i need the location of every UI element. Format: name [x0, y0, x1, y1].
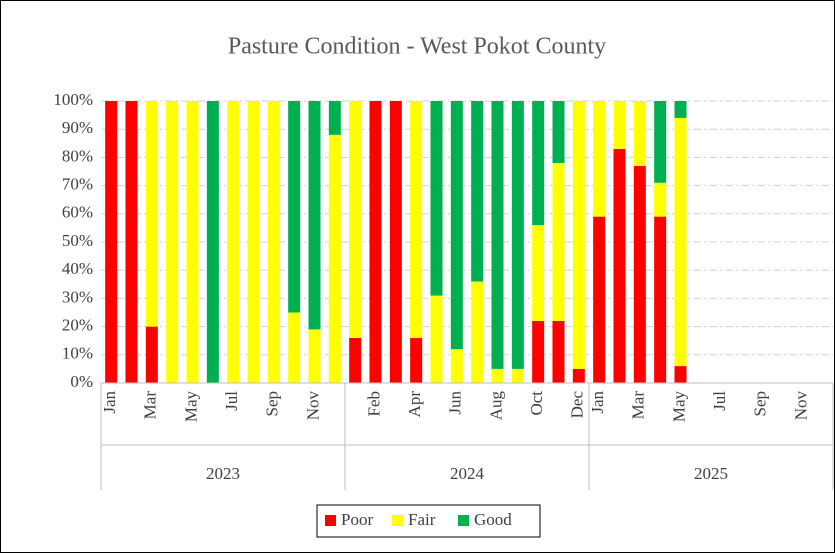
bar-segment — [654, 101, 667, 183]
bar-segment — [674, 366, 687, 383]
bar-segment — [186, 101, 199, 383]
bar-segment — [288, 101, 301, 313]
bar-segment — [369, 101, 382, 383]
bar-segment — [145, 101, 158, 327]
bar-segment — [572, 368, 585, 383]
bar-segment — [491, 101, 504, 369]
y-tick-label: 30% — [62, 287, 93, 306]
x-tick-label: Nov — [303, 391, 322, 421]
bar-segment — [593, 216, 606, 383]
bar-segment — [105, 101, 118, 383]
x-tick-label: Jan — [588, 391, 607, 414]
bar-segment — [349, 101, 362, 338]
legend-label: Fair — [408, 510, 436, 529]
bar-segment — [328, 134, 341, 383]
bar-segment — [654, 216, 667, 383]
legend-swatch — [458, 515, 469, 526]
x-tick-label: Feb — [364, 391, 383, 417]
bar-segment — [471, 101, 484, 282]
x-tick-label: May — [181, 391, 200, 423]
bar-segment — [328, 101, 341, 135]
y-tick-label: 10% — [62, 344, 93, 363]
bar-segment — [430, 101, 443, 296]
bar-segment — [674, 117, 687, 367]
bar-segment — [552, 163, 565, 321]
x-tick-label: Aug — [486, 391, 505, 421]
legend-box — [316, 504, 541, 538]
y-tick-label: 50% — [62, 231, 93, 250]
bar-segment — [410, 101, 423, 338]
group-label: 2025 — [694, 464, 728, 483]
y-tick-label: 70% — [62, 175, 93, 194]
x-tick-label: May — [669, 391, 688, 423]
bar-segment — [389, 101, 402, 383]
bar-segment — [552, 320, 565, 383]
bar-segment — [227, 101, 240, 383]
bar-segment — [552, 101, 565, 164]
bar-segment — [633, 101, 646, 166]
bar-segment — [491, 368, 504, 383]
x-tick-label: Jul — [222, 391, 241, 411]
bar-segment — [247, 101, 260, 383]
y-tick-label: 40% — [62, 259, 93, 278]
bar-segment — [206, 101, 219, 383]
y-tick-label: 100% — [53, 90, 93, 109]
bar-segment — [613, 148, 626, 383]
bar-segment — [572, 101, 585, 369]
bar-segment — [674, 101, 687, 118]
bar-segment — [308, 329, 321, 383]
bar-segment — [308, 101, 321, 330]
bar-segment — [511, 368, 524, 383]
legend-label: Good — [474, 510, 512, 529]
group-label: 2024 — [450, 464, 485, 483]
x-tick-label: Dec — [568, 391, 587, 419]
chart-title: Pasture Condition - West Pokot County — [228, 34, 606, 60]
x-tick-label: Nov — [791, 391, 810, 421]
bar-segment — [532, 101, 545, 226]
bar-segment — [532, 225, 545, 321]
legend-label: Poor — [341, 510, 373, 529]
bar-segment — [145, 326, 158, 383]
bar-segment — [471, 281, 484, 383]
x-tick-label: Sep — [751, 391, 770, 417]
legend-swatch — [325, 515, 336, 526]
y-tick-label: 20% — [62, 316, 93, 335]
bar-segment — [125, 101, 138, 383]
x-tick-label: Jun — [446, 391, 465, 415]
bar-segment — [450, 349, 463, 383]
x-tick-label: Jul — [710, 391, 729, 411]
x-tick-label: Mar — [141, 391, 160, 420]
bar-segment — [511, 101, 524, 369]
x-tick-label: Sep — [263, 391, 282, 417]
bar-segment — [613, 101, 626, 149]
bar-segment — [267, 101, 280, 383]
bar-segment — [349, 337, 362, 383]
bar-segment — [532, 320, 545, 383]
y-tick-label: 90% — [62, 118, 93, 137]
x-tick-label: Mar — [629, 391, 648, 420]
legend-swatch — [392, 515, 403, 526]
y-tick-label: 80% — [62, 146, 93, 165]
x-tick-label: Apr — [405, 391, 424, 418]
bar-segment — [450, 101, 463, 350]
bar-segment — [288, 312, 301, 383]
x-tick-label: Jan — [100, 391, 119, 414]
bar-segment — [166, 101, 179, 383]
bar-segment — [593, 101, 606, 217]
y-tick-label: 0% — [70, 372, 93, 391]
bar-segment — [633, 165, 646, 383]
group-label: 2023 — [206, 464, 240, 483]
bar-segment — [410, 337, 423, 383]
bar-segment — [430, 295, 443, 383]
y-tick-label: 60% — [62, 203, 93, 222]
bar-segment — [654, 182, 667, 217]
x-tick-label: Oct — [527, 391, 546, 416]
